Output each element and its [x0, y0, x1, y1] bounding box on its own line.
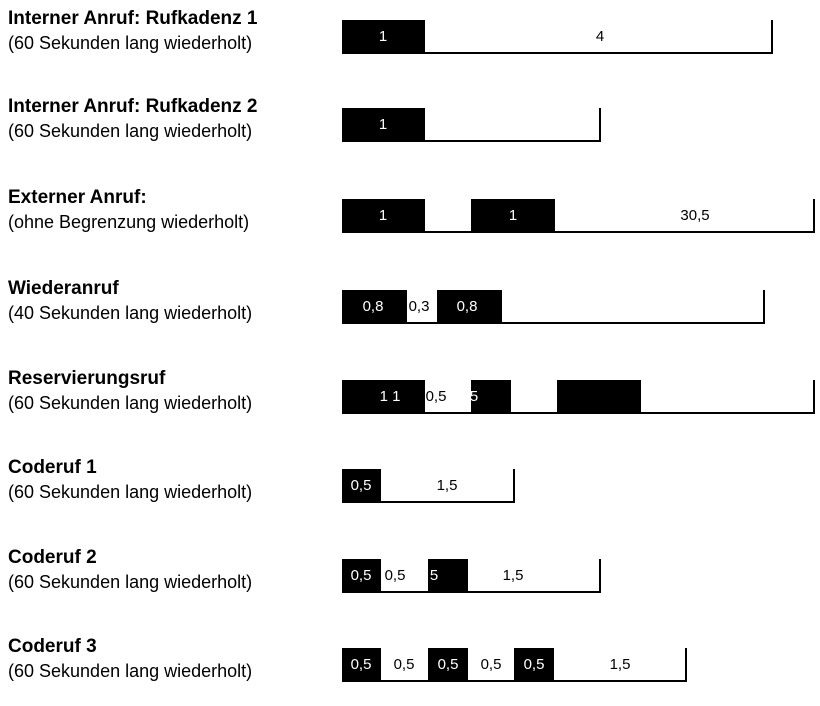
cadence-row: Coderuf 2 (60 Sekunden lang wiederholt) 0,…: [0, 547, 820, 617]
ring-burst-segment: [437, 290, 502, 324]
ring-burst-segment: [557, 380, 641, 414]
ring-duration-label: 0,8: [456, 298, 478, 315]
cadence-repeat-note: (60 Sekunden lang wiederholt): [8, 33, 253, 53]
pause-duration-label: 4: [595, 28, 605, 45]
timeline-end-tick: [771, 20, 773, 54]
cadence-repeat-note: (40 Sekunden lang wiederholt): [8, 303, 253, 323]
timeline-end-tick: [599, 559, 601, 593]
ring-duration-label: 1 1: [379, 388, 401, 405]
ring-burst-segment: [471, 380, 511, 414]
ring-duration-label: 1: [378, 116, 388, 133]
cadence-title: Interner Anruf: Rufkadenz 2: [8, 96, 258, 117]
pause-duration-label: 1,5: [436, 477, 458, 494]
pause-duration-label: 1,5: [502, 567, 524, 584]
ring-duration-label: 0,5: [350, 477, 372, 494]
pause-duration-label: 0,5: [393, 656, 415, 673]
ring-duration-label: 0,5: [350, 567, 372, 584]
pause-duration-label: 0,5: [384, 567, 406, 584]
timeline-baseline: [342, 501, 515, 503]
ring-burst-segment: [471, 199, 555, 233]
timeline-end-tick: [599, 108, 601, 142]
ring-duration-label: 0,5: [437, 656, 459, 673]
timeline-baseline: [342, 140, 601, 142]
ring-burst-segment: [342, 559, 381, 593]
ring-duration-label: 5: [429, 567, 439, 584]
ring-duration-label: 0,8: [362, 298, 384, 315]
cadence-title: Externer Anruf:: [8, 187, 147, 208]
cadence-row: Reservierungsruf (60 Sekunden lang wieder…: [0, 368, 820, 438]
ring-duration-label: 0,5: [350, 656, 372, 673]
timeline-end-tick: [513, 469, 515, 503]
cadence-timeline: 1 1 0,5 5: [0, 368, 820, 438]
cadence-title: Reservierungsruf: [8, 368, 166, 389]
cadence-title: Wiederanruf: [8, 278, 119, 299]
ring-burst-segment: [342, 380, 425, 414]
timeline-end-tick: [763, 290, 765, 324]
cadence-row: Coderuf 1 (60 Sekunden lang wiederholt) 0,…: [0, 457, 820, 527]
cadence-timeline: 0,5 0,5 5 1,5: [0, 547, 820, 617]
cadence-timeline: 1: [0, 96, 820, 166]
timeline-baseline: [342, 322, 765, 324]
cadence-title: Interner Anruf: Rufkadenz 1: [8, 8, 258, 29]
pause-duration-label: 30,5: [680, 207, 710, 224]
cadence-title: Coderuf 2: [8, 547, 97, 568]
ring-duration-label: 1: [508, 207, 518, 224]
cadence-repeat-note: (60 Sekunden lang wiederholt): [8, 482, 253, 502]
cadence-repeat-note: (60 Sekunden lang wiederholt): [8, 572, 253, 592]
cadence-repeat-note: (60 Sekunden lang wiederholt): [8, 121, 253, 141]
cadence-repeat-note: (60 Sekunden lang wiederholt): [8, 393, 253, 413]
timeline-baseline: [342, 231, 815, 233]
ring-burst-segment: [428, 648, 468, 682]
ring-burst-segment: [342, 290, 407, 324]
ring-duration-label: 1: [378, 28, 388, 45]
timeline-end-tick: [813, 199, 815, 233]
pause-duration-label: 0,5: [480, 656, 502, 673]
cadence-timeline: 1 1 30,5: [0, 187, 820, 257]
cadence-row: Interner Anruf: Rufkadenz 2 (60 Sekunden …: [0, 96, 820, 166]
cadence-row: Interner Anruf: Rufkadenz 1 (60 Sekunden …: [0, 8, 820, 78]
timeline-baseline: [342, 52, 773, 54]
cadence-row: Coderuf 3 (60 Sekunden lang wiederholt) 0,…: [0, 636, 820, 706]
timeline-end-tick: [685, 648, 687, 682]
cadence-timeline: 0,5 1,5: [0, 457, 820, 527]
cadence-repeat-note: (ohne Begrenzung wiederholt): [8, 212, 250, 232]
ring-burst-segment: [342, 199, 425, 233]
ring-cadence-diagram: Interner Anruf: Rufkadenz 1 (60 Sekunden …: [0, 8, 820, 682]
ring-burst-segment: [428, 559, 468, 593]
cadence-row: Externer Anruf: (ohne Begrenzung wiederho…: [0, 187, 820, 257]
ring-burst-segment: [342, 648, 381, 682]
pause-duration-label: 0,3: [408, 298, 430, 315]
ring-burst-segment: [342, 108, 425, 142]
cadence-title: Coderuf 1: [8, 457, 97, 478]
cadence-timeline: 0,5 0,5 0,5 0,5 0,5 1,5: [0, 636, 820, 706]
pause-duration-label: 0,5: [425, 388, 447, 405]
ring-burst-segment: [342, 20, 425, 54]
timeline-end-tick: [813, 380, 815, 414]
ring-duration-label: 0,5: [523, 656, 545, 673]
cadence-title: Coderuf 3: [8, 636, 97, 657]
ring-burst-segment: [342, 469, 381, 503]
pause-duration-label: 1,5: [609, 656, 631, 673]
ring-duration-label: 1: [378, 207, 388, 224]
cadence-row: Wiederanruf (40 Sekunden lang wiederholt)…: [0, 278, 820, 348]
ring-duration-label: 5: [469, 388, 479, 405]
timeline-baseline: [342, 591, 601, 593]
ring-burst-segment: [514, 648, 554, 682]
cadence-repeat-note: (60 Sekunden lang wiederholt): [8, 661, 253, 681]
cadence-timeline: 0,8 0,3 0,8: [0, 278, 820, 348]
